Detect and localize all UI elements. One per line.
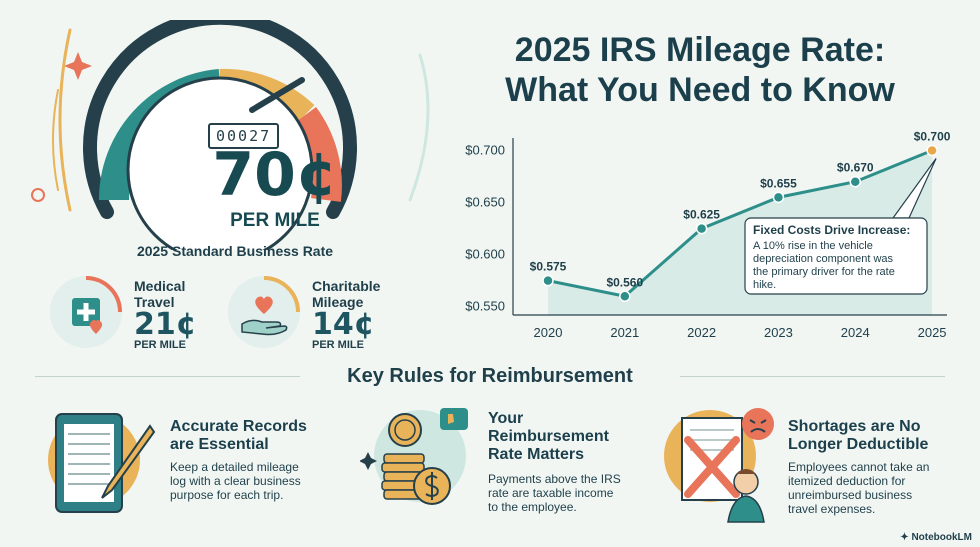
mileage-rate-chart: $0.550 $0.600 $0.650 $0.700 2020 2021 2022 2023… (455, 120, 965, 345)
records-title: Accurate Records (170, 418, 307, 435)
rule-card-rate: Your Reimbursement Rate Matters Payments… (360, 400, 660, 530)
charitable-title: Charitable (312, 278, 381, 294)
y-tick-label: $0.650 (465, 195, 505, 210)
no-deduction-icon (681, 408, 774, 523)
brand-label: ✦ NotebookLM (900, 532, 972, 543)
deduction-body-4: travel expenses. (788, 502, 876, 516)
medical-title: Medical (134, 278, 186, 294)
sparkle-icon (64, 52, 92, 80)
x-tick-label: 2022 (687, 325, 716, 340)
data-point (542, 274, 554, 287)
swoosh-decoration (58, 28, 72, 212)
business-rate-unit: PER MILE (230, 210, 320, 231)
needle-icon (249, 77, 305, 113)
deduction-body-3: unreimbursed business (788, 488, 913, 502)
rate-rule-body-1: Payments above the IRS (488, 472, 621, 486)
swoosh-decoration (52, 89, 59, 191)
charitable-rate-unit: PER MILE (312, 339, 364, 351)
x-tick-label: 2020 (534, 325, 563, 340)
data-label: $0.560 (606, 275, 643, 289)
deduction-body-1: Employees cannot take an (788, 460, 930, 474)
series-line (547, 149, 933, 298)
deduction-title: Shortages are No (788, 418, 921, 435)
records-body-2: log with a clear business (170, 474, 301, 488)
rate-rule-body-2: rate are taxable income (488, 486, 614, 500)
deduction-body-2: itemized deduction for (788, 474, 906, 488)
standard-rate-label: 2025 Standard Business Rate (136, 243, 334, 259)
annotation-text: hike. (753, 279, 776, 291)
odometer: 00027 (208, 123, 280, 149)
data-label: $0.655 (760, 176, 797, 190)
medical-rate-card: Medical Travel 21¢ PER MILE (50, 272, 240, 352)
rate-rule-body-3: to the employee. (488, 500, 577, 514)
data-point (772, 191, 785, 204)
x-tick-label: 2021 (610, 325, 639, 340)
data-label: $0.575 (530, 260, 567, 274)
title-line-1: 2025 IRS Mileage Rate: (514, 31, 886, 69)
charitable-rate-card: Charitable Mileage 14¢ PER MILE (228, 272, 418, 352)
data-label: $0.670 (837, 161, 874, 175)
rule-card-deduction: Shortages are No Longer Deductible Emplo… (662, 400, 962, 530)
page-title: 2025 IRS Mileage Rate: What You Need to … (440, 30, 960, 110)
brand-icon: ✦ (900, 532, 912, 543)
rate-rule-title-2: Reimbursement (488, 428, 609, 445)
title-line-2: What You Need to Know (505, 71, 895, 109)
records-title-2: are Essential (170, 436, 269, 453)
brand-name: NotebookLM (911, 532, 972, 543)
data-point (926, 144, 938, 157)
annotation-text: A 10% rise in the vehicle (753, 240, 873, 252)
annotation-title: Fixed Costs Drive Increase: (753, 223, 910, 237)
records-body-1: Keep a detailed mileage (170, 460, 299, 474)
annotation-text: depreciation component was (753, 253, 894, 265)
heart-hand-icon (241, 276, 300, 336)
deduction-title-2: Longer Deductible (788, 436, 929, 453)
data-point (695, 222, 708, 235)
swoosh-decoration (408, 53, 430, 202)
charitable-rate-value: 14¢ (312, 307, 375, 342)
x-tick-label: 2025 (918, 325, 947, 340)
annotation-box (744, 217, 928, 295)
line-chart: $0.550 $0.600 $0.650 $0.700 2020 2021 2022 2023… (465, 129, 951, 340)
data-label: $0.700 (914, 129, 951, 143)
business-rate-value: 70¢ (212, 140, 338, 210)
y-tick-label: $0.550 (465, 299, 505, 314)
data-point (619, 290, 631, 303)
charitable-title-2: Mileage (312, 294, 364, 310)
rate-rule-title-3: Rate Matters (488, 446, 585, 463)
rule-card-records: Accurate Records are Essential Keep a de… (40, 400, 340, 530)
records-body-3: purpose for each trip. (170, 488, 284, 502)
ring-decoration (31, 188, 45, 202)
medical-heart-icon (72, 276, 122, 334)
coin-stack-icon (360, 408, 468, 505)
rate-rule-title: Your (488, 410, 524, 427)
annotation-text: the primary driver for the rate (753, 266, 895, 278)
x-tick-label: 2023 (764, 325, 793, 340)
y-tick-label: $0.600 (465, 247, 505, 262)
data-point (849, 175, 862, 188)
medical-icon-circle (50, 276, 122, 348)
section-title: Key Rules for Reimbursement (300, 365, 680, 388)
x-tick-label: 2024 (841, 325, 870, 340)
y-tick-label: $0.700 (465, 142, 505, 157)
charitable-icon-circle (228, 276, 300, 348)
medical-rate-unit: PER MILE (134, 339, 186, 351)
tablet-log-icon (55, 413, 156, 513)
medical-title-2: Travel (134, 294, 175, 310)
speedometer-gauge: 00027 70¢ PER MILE (40, 10, 400, 264)
medical-rate-value: 21¢ (134, 307, 197, 342)
data-label: $0.625 (683, 208, 720, 222)
